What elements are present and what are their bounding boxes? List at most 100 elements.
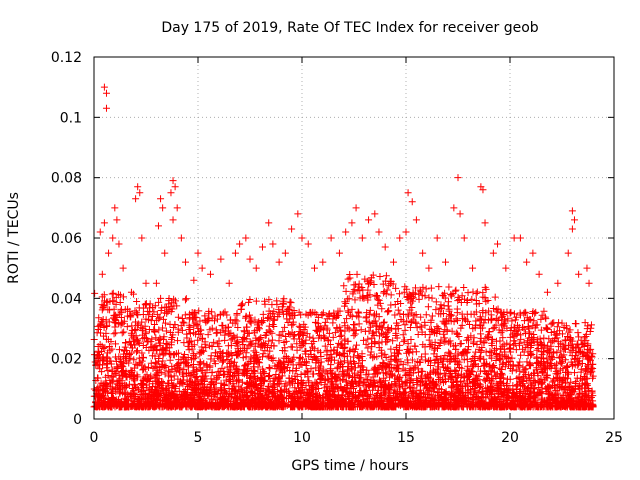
data-point [212,326,220,334]
data-point [363,393,371,401]
data-point [393,355,401,363]
data-point [134,361,142,369]
data-point [398,397,406,405]
data-point [448,327,456,335]
data-point [326,341,334,349]
data-point [248,380,256,388]
data-point [138,403,146,411]
data-point [130,364,138,372]
data-point [293,401,301,409]
data-point [316,362,324,370]
data-point [226,375,234,383]
data-point [155,375,163,383]
data-point [196,358,204,366]
data-point [376,299,384,307]
data-point [210,401,218,409]
data-point [309,334,317,342]
data-point [379,359,387,367]
data-point [132,325,140,333]
data-point [401,336,409,344]
data-point [383,308,391,316]
data-point [197,359,205,367]
data-point [355,359,363,367]
data-point [344,359,352,367]
data-point [299,394,307,402]
data-point [424,303,432,311]
data-point [378,382,386,390]
data-point [126,312,134,320]
data-point [119,366,127,374]
data-point [375,339,383,347]
data-point [258,342,266,350]
data-point [426,342,434,350]
data-point [130,356,138,364]
data-point [112,329,120,337]
data-point [349,290,357,298]
data-point [351,281,359,289]
data-point [394,364,402,372]
data-point [96,341,104,349]
data-point [237,386,245,394]
data-point [256,335,264,343]
data-point [235,350,243,358]
data-point [196,396,204,404]
data-point [368,320,376,328]
data-point [269,354,277,362]
data-point [400,338,408,346]
data-point [409,387,417,395]
data-point [414,330,422,338]
data-point [208,324,216,332]
data-point [159,315,167,323]
data-point [175,396,183,404]
data-point [193,320,201,328]
data-point [325,311,333,319]
data-point [361,327,369,335]
data-point [261,297,269,305]
data-point [129,333,137,341]
data-point [184,403,192,411]
data-point [224,323,232,331]
data-point [389,337,397,345]
data-point [177,322,185,330]
y-tick-label: 0.06 [51,231,82,247]
data-point [270,381,278,389]
data-point [294,402,302,410]
data-point [392,284,400,292]
data-point [243,393,251,401]
data-point [363,366,371,374]
data-point [405,290,413,298]
data-point [375,313,383,321]
data-point [413,324,421,332]
data-point [269,388,277,396]
data-point [268,329,276,337]
data-point [170,372,178,380]
data-point [238,378,246,386]
data-point [305,377,313,385]
data-point [231,386,239,394]
data-point [430,368,438,376]
data-point [297,377,305,385]
data-point [272,396,280,404]
data-point [197,376,205,384]
data-point [394,325,402,333]
data-point [279,328,287,336]
data-point [138,318,146,326]
data-point [178,326,186,334]
grid-lines [94,57,614,419]
data-point [268,336,276,344]
data-point [411,342,419,350]
data-point [425,377,433,385]
data-point [316,332,324,340]
data-point [289,332,297,340]
data-point [437,301,445,309]
data-point [454,293,462,301]
data-point [254,340,262,348]
data-point [434,324,442,332]
data-point [127,366,135,374]
data-point [178,403,186,411]
data-point [108,345,116,353]
data-point [210,338,218,346]
data-point [426,370,434,378]
data-point [179,380,187,388]
data-point [377,383,385,391]
